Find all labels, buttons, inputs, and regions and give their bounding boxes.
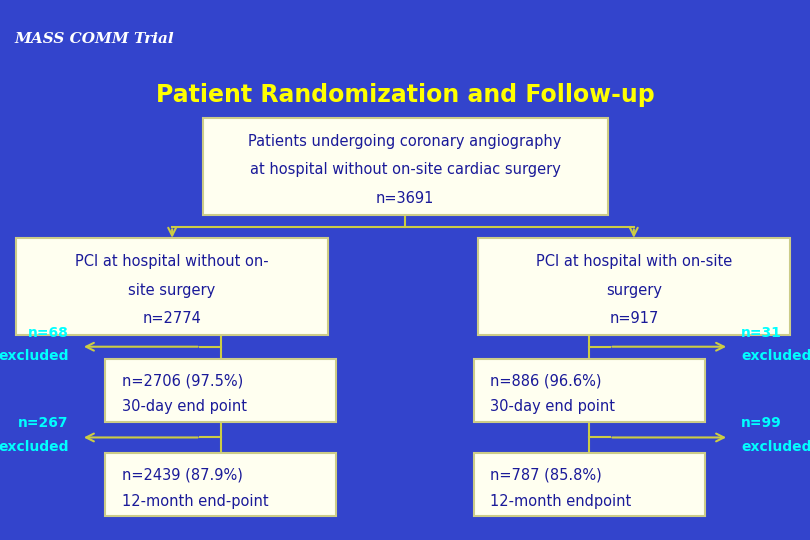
Text: n=2706 (97.5%): n=2706 (97.5%) (122, 373, 243, 388)
FancyBboxPatch shape (474, 453, 705, 516)
Text: n=917: n=917 (609, 311, 659, 326)
Text: n=267: n=267 (19, 416, 69, 430)
Text: excluded: excluded (0, 440, 69, 454)
Text: Patients undergoing coronary angiography: Patients undergoing coronary angiography (249, 134, 561, 149)
Text: 12-month endpoint: 12-month endpoint (490, 494, 631, 509)
Text: n=787 (85.8%): n=787 (85.8%) (490, 468, 602, 483)
Text: n=99: n=99 (741, 416, 782, 430)
Text: 12-month end-point: 12-month end-point (122, 494, 268, 509)
Text: 30-day end point: 30-day end point (490, 399, 615, 414)
Text: n=3691: n=3691 (376, 191, 434, 206)
FancyBboxPatch shape (105, 453, 336, 516)
Text: n=31: n=31 (741, 326, 782, 340)
Text: excluded: excluded (741, 440, 810, 454)
Text: n=68: n=68 (28, 326, 69, 340)
Text: site surgery: site surgery (129, 282, 215, 298)
Text: excluded: excluded (0, 349, 69, 363)
FancyBboxPatch shape (202, 118, 608, 215)
Text: 30-day end point: 30-day end point (122, 399, 246, 414)
FancyBboxPatch shape (105, 359, 336, 422)
Text: MASS COMM Trial: MASS COMM Trial (15, 31, 174, 45)
FancyBboxPatch shape (16, 238, 328, 335)
Text: PCI at hospital with on-site: PCI at hospital with on-site (535, 254, 732, 269)
Text: Patient Randomization and Follow-up: Patient Randomization and Follow-up (156, 83, 654, 106)
Text: n=886 (96.6%): n=886 (96.6%) (490, 373, 602, 388)
Text: n=2774: n=2774 (143, 311, 202, 326)
Text: at hospital without on-site cardiac surgery: at hospital without on-site cardiac surg… (249, 163, 561, 178)
Text: surgery: surgery (606, 282, 662, 298)
FancyBboxPatch shape (474, 359, 705, 422)
FancyBboxPatch shape (478, 238, 790, 335)
Text: PCI at hospital without on-: PCI at hospital without on- (75, 254, 269, 269)
Text: excluded: excluded (741, 349, 810, 363)
Text: n=2439 (87.9%): n=2439 (87.9%) (122, 468, 242, 483)
